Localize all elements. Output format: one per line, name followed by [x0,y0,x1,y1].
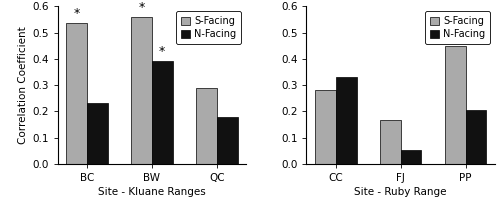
Y-axis label: Correlation Coefficient: Correlation Coefficient [18,26,28,144]
Bar [380,121,400,164]
Bar [87,103,108,164]
X-axis label: Site - Kluane Ranges: Site - Kluane Ranges [98,187,206,197]
Legend: S-Facing, N-Facing: S-Facing, N-Facing [176,11,241,44]
Bar [131,17,152,164]
Bar [216,117,238,164]
Bar [336,77,356,164]
Bar [315,90,336,164]
Text: *: * [159,45,166,58]
Legend: S-Facing, N-Facing: S-Facing, N-Facing [424,11,490,44]
Bar [66,23,87,164]
Bar [400,150,421,164]
X-axis label: Site - Ruby Range: Site - Ruby Range [354,187,447,197]
Bar [152,61,172,164]
Bar [466,110,486,164]
Text: *: * [138,1,144,14]
Bar [196,88,216,164]
Bar [445,46,466,164]
Text: *: * [74,7,80,20]
Text: *: * [452,30,458,42]
